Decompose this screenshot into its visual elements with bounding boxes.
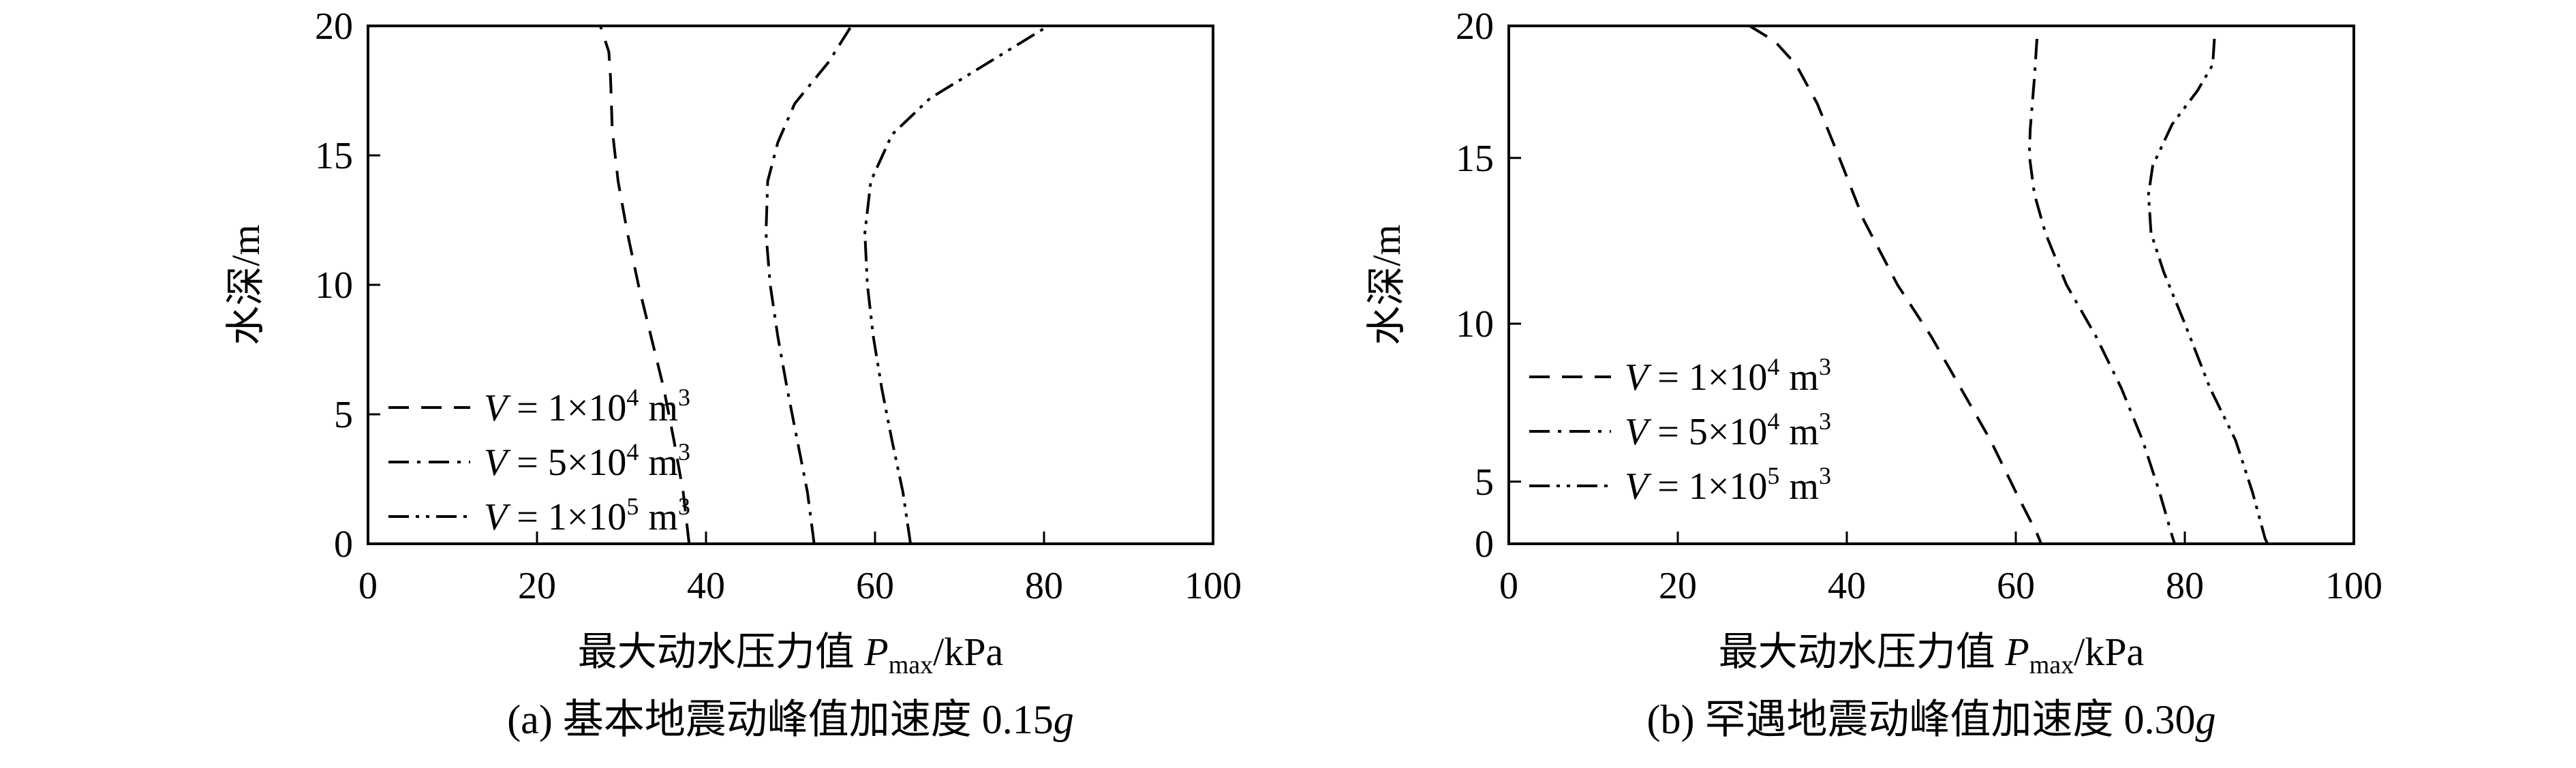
legend: V = 1×104 m3 V = 5×104 m3 V = 1×105 m3 — [388, 384, 690, 538]
y-axis-label: 水深/m — [224, 224, 268, 345]
y-tick-label: 5 — [334, 394, 353, 436]
x-tick-label: 0 — [358, 565, 378, 607]
legend-label-1: V = 1×104 m3 — [484, 384, 690, 429]
y-tick-label: 20 — [315, 5, 353, 48]
series-line-1 — [599, 25, 691, 544]
y-tick-label: 10 — [1456, 303, 1494, 345]
panel-caption: (a) 基本地震动峰值加速度 0.15g — [507, 697, 1074, 742]
y-tick-label: 20 — [1456, 5, 1494, 48]
x-tick-label: 100 — [1184, 565, 1242, 607]
series-line-1 — [1749, 25, 2043, 544]
y-tick-label: 15 — [1456, 138, 1494, 180]
x-tick-label: 60 — [1997, 565, 2035, 607]
y-tick-label: 0 — [1475, 523, 1494, 566]
y-tick-label: 10 — [315, 264, 353, 307]
x-tick-label: 20 — [518, 565, 556, 607]
y-axis-label: 水深/m — [1364, 224, 1409, 345]
legend-label-1: V = 1×104 m3 — [1625, 353, 1831, 399]
series-line-2 — [2027, 38, 2177, 544]
x-tick-label: 20 — [1659, 565, 1697, 607]
x-axis-label: 最大动水压力值 Pmax/kPa — [1719, 630, 2145, 679]
x-tick-label: 60 — [856, 565, 894, 607]
chart-panel-a: 0 20 40 60 80 100 0 5 10 15 20 水深/m 最大动水压力值 Pmax/kPa… — [224, 5, 1242, 742]
series-line-3 — [863, 25, 1049, 544]
x-tick-label: 80 — [2166, 565, 2204, 607]
legend-label-2: V = 5×104 m3 — [484, 438, 690, 484]
series-line-3 — [2147, 38, 2269, 544]
legend-label-3: V = 1×105 m3 — [484, 493, 690, 538]
chart-panel-b: 0 20 40 60 80 100 0 5 10 15 20 水深/m 最大动水压力值 Pmax/kPa… — [1364, 5, 2382, 742]
y-tick-label: 5 — [1475, 461, 1494, 504]
y-tick-label: 15 — [315, 135, 353, 177]
legend-label-3: V = 1×105 m3 — [1625, 462, 1831, 508]
y-tick-label: 0 — [334, 523, 353, 566]
legend: V = 1×104 m3 V = 5×104 m3 V = 1×105 m3 — [1529, 353, 1831, 508]
x-tick-label: 40 — [687, 565, 725, 607]
x-tick-label: 0 — [1499, 565, 1518, 607]
x-tick-label: 40 — [1828, 565, 1866, 607]
panel-caption: (b) 罕遇地震动峰值加速度 0.30g — [1647, 697, 2216, 742]
series-line-2 — [765, 25, 853, 544]
plot-frame — [1507, 25, 2355, 545]
x-tick-label: 100 — [2325, 565, 2382, 607]
x-axis-label: 最大动水压力值 Pmax/kPa — [578, 630, 1004, 679]
legend-label-2: V = 5×104 m3 — [1625, 408, 1831, 453]
x-tick-label: 80 — [1025, 565, 1063, 607]
